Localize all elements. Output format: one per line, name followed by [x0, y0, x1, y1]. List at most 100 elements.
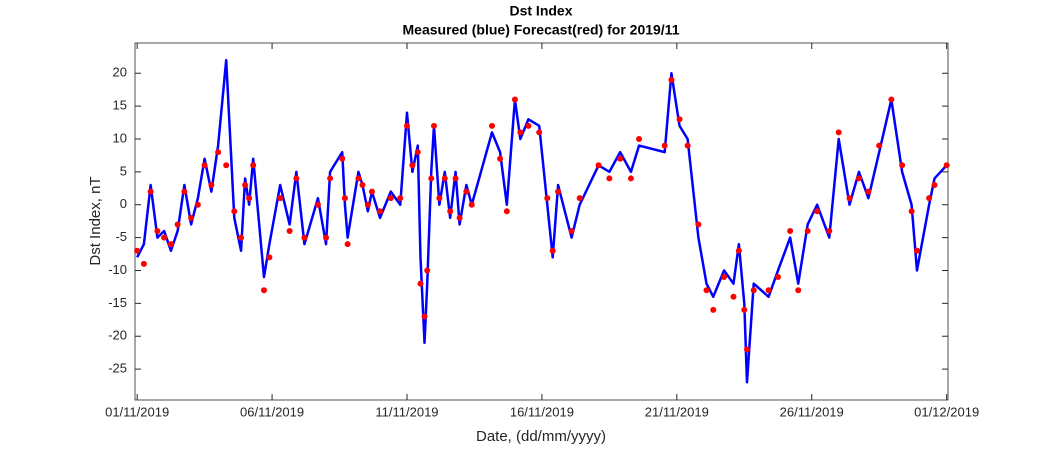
forecast-point [417, 280, 424, 287]
forecast-point [201, 162, 208, 169]
forecast-point [497, 155, 504, 162]
forecast-point [327, 175, 334, 182]
x-tick-label: 16/11/2019 [510, 404, 574, 419]
forecast-point [314, 201, 321, 208]
forecast-point [339, 155, 346, 162]
forecast-point [277, 195, 284, 202]
forecast-point [855, 175, 862, 182]
forecast-point [684, 142, 691, 149]
forecast-point [765, 287, 772, 294]
forecast-point [403, 122, 410, 129]
forecast-point [743, 346, 750, 353]
forecast-point [908, 208, 915, 215]
forecast-point [463, 188, 470, 195]
forecast-point [452, 175, 459, 182]
forecast-point [355, 175, 362, 182]
forecast-point [488, 122, 495, 129]
forecast-point [775, 274, 782, 281]
forecast-point [154, 228, 161, 235]
forecast-point [260, 287, 267, 294]
forecast-point [661, 142, 668, 149]
forecast-point [414, 149, 421, 156]
forecast-point [428, 175, 435, 182]
forecast-point [568, 228, 575, 235]
forecast-point [741, 306, 748, 313]
forecast-point [238, 234, 245, 241]
forecast-point [161, 234, 168, 241]
forecast-point [606, 175, 613, 182]
forecast-point [730, 293, 737, 300]
y-tick-label: 5 [120, 163, 127, 178]
y-tick-label: 15 [113, 98, 127, 113]
chart-subtitle: Measured (blue) Forecast(red) for 2019/1… [403, 22, 680, 38]
y-tick-label: 10 [113, 130, 127, 145]
forecast-point [293, 175, 300, 182]
y-tick-label: -5 [115, 229, 127, 244]
forecast-point [876, 142, 883, 149]
forecast-point [359, 182, 366, 189]
y-tick-label: -10 [108, 262, 127, 277]
forecast-point [888, 96, 895, 103]
forecast-point [441, 175, 448, 182]
forecast-point [456, 214, 463, 221]
forecast-point [636, 135, 643, 142]
forecast-point [215, 149, 222, 156]
forecast-point [181, 188, 188, 195]
forecast-point [242, 182, 249, 189]
forecast-point [231, 208, 238, 215]
forecast-point [750, 287, 757, 294]
x-tick-label: 11/11/2019 [375, 404, 438, 419]
forecast-point [364, 201, 371, 208]
forecast-point [286, 228, 293, 235]
y-tick-label: -15 [108, 295, 127, 310]
forecast-point [846, 195, 853, 202]
forecast-point [397, 195, 404, 202]
forecast-point [525, 122, 532, 129]
forecast-point [377, 208, 384, 215]
forecast-point [503, 208, 510, 215]
forecast-point [436, 195, 443, 202]
forecast-point [676, 116, 683, 123]
forecast-point [208, 182, 215, 189]
forecast-point [511, 96, 518, 103]
forecast-point [721, 274, 728, 281]
chart-title: Dst Index [509, 3, 572, 19]
forecast-point [931, 182, 938, 189]
y-tick-label: -20 [108, 328, 127, 343]
forecast-point [424, 267, 431, 274]
forecast-point [194, 201, 201, 208]
forecast-point [735, 247, 742, 254]
y-tick-label: 20 [113, 65, 127, 80]
plot-frame [134, 42, 949, 401]
forecast-point [814, 208, 821, 215]
y-tick-label: -25 [108, 361, 127, 376]
forecast-point [795, 287, 802, 294]
forecast-point [167, 241, 174, 248]
forecast-point [409, 162, 416, 169]
forecast-point [430, 122, 437, 129]
forecast-point [544, 195, 551, 202]
forecast-point [826, 228, 833, 235]
forecast-point [668, 76, 675, 83]
forecast-point [344, 241, 351, 248]
forecast-point [341, 195, 348, 202]
forecast-point [835, 129, 842, 136]
forecast-point [926, 195, 933, 202]
forecast-point [421, 313, 428, 320]
x-tick-label: 21/11/2019 [645, 404, 709, 419]
forecast-point [617, 155, 624, 162]
forecast-point [549, 247, 556, 254]
forecast-point [576, 195, 583, 202]
forecast-point [627, 175, 634, 182]
forecast-point [787, 228, 794, 235]
measured-line [136, 58, 948, 384]
forecast-point [387, 195, 394, 202]
forecast-point [536, 129, 543, 136]
y-axis-label: Dst Index, nT [87, 176, 104, 265]
forecast-point [555, 188, 562, 195]
y-tick-label: 0 [120, 196, 127, 211]
forecast-point [468, 201, 475, 208]
forecast-point [913, 247, 920, 254]
x-tick-label: 26/11/2019 [780, 404, 844, 419]
